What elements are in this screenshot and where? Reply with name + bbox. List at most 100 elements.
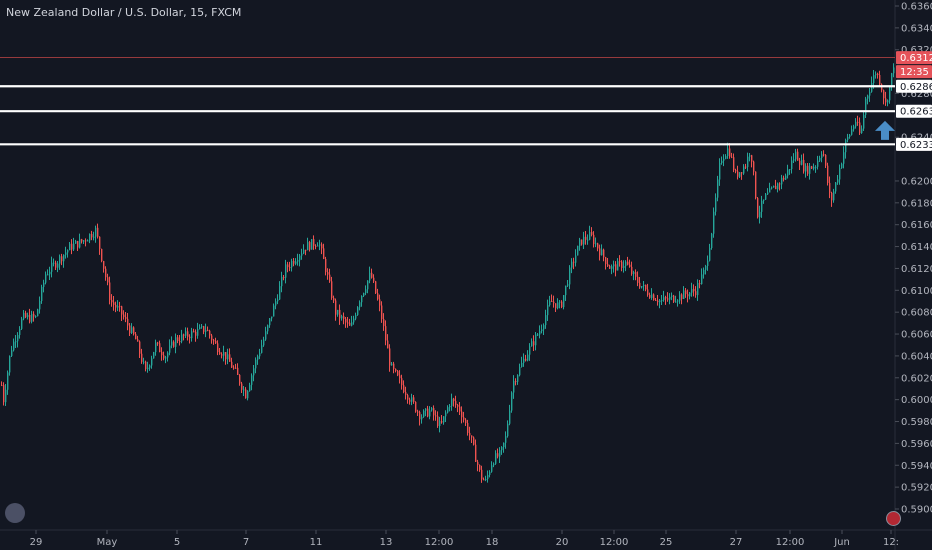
chart-settings-icon[interactable] (886, 511, 901, 526)
candle-body (57, 263, 59, 268)
candle-body (429, 410, 431, 417)
candle-body (561, 301, 563, 308)
x-tick-label: 11 (310, 537, 323, 548)
candle-body (747, 156, 749, 168)
candle-body (145, 361, 147, 370)
candle-body (667, 298, 669, 300)
candle-body (593, 234, 595, 245)
candle-body (657, 300, 659, 303)
candle-body (739, 172, 741, 177)
candle-body (171, 341, 173, 346)
candle-body (685, 290, 687, 295)
candle-body (71, 243, 73, 250)
candle-body (665, 297, 667, 299)
candle-body (141, 353, 143, 362)
candle-body (415, 401, 417, 412)
candle-body (571, 261, 573, 268)
candle-body (165, 357, 167, 359)
candle-body (615, 264, 617, 271)
candle-body (871, 83, 873, 92)
candle-body (391, 363, 393, 366)
candle-body (175, 337, 177, 347)
candle-body (855, 121, 857, 127)
candle-body (679, 294, 681, 301)
candle-body (205, 330, 207, 332)
x-tick-label: 12:00 (600, 537, 629, 548)
candle-body (421, 416, 423, 420)
candle-body (93, 236, 95, 238)
candle-body (763, 199, 765, 201)
candle-body (101, 249, 103, 262)
candle-body (45, 274, 47, 283)
candle-body (327, 272, 329, 275)
candle-body (215, 341, 217, 344)
candle-body (509, 410, 511, 424)
candle-body (613, 264, 615, 267)
candle-body (291, 260, 293, 268)
candle-body (481, 469, 483, 480)
candle-body (107, 277, 109, 283)
candle-body (519, 366, 521, 376)
candle-body (377, 293, 379, 300)
candle-body (123, 314, 125, 318)
y-tick-label: 0.61200 (901, 264, 932, 275)
candle-body (579, 239, 581, 246)
candle-body (861, 128, 863, 134)
candle-body (595, 243, 597, 245)
candle-body (307, 242, 309, 251)
candle-body (39, 301, 41, 310)
candle-body (545, 315, 547, 326)
y-tick-label: 0.59600 (901, 439, 932, 450)
candle-body (269, 318, 271, 326)
y-tick-label: 0.59800 (901, 417, 932, 428)
candle-body (505, 436, 507, 443)
candle-body (381, 305, 383, 320)
candle-body (129, 325, 131, 333)
candle-body (349, 322, 351, 326)
y-tick-label: 0.63200 (901, 45, 932, 56)
candle-body (19, 328, 21, 336)
candle-body (251, 375, 253, 385)
candle-body (383, 319, 385, 327)
candle-body (513, 381, 515, 393)
candle-body (525, 358, 527, 361)
candle-body (795, 151, 797, 160)
y-tick-label: 0.62800 (901, 89, 932, 100)
candle-body (645, 284, 647, 290)
candle-body (801, 159, 803, 165)
candle-body (745, 166, 747, 168)
y-tick-label: 0.59000 (901, 505, 932, 516)
candle-body (211, 335, 213, 341)
candle-body (629, 264, 631, 267)
candle-body (675, 301, 677, 303)
tradingview-logo-icon[interactable] (5, 503, 25, 523)
candle-body (331, 281, 333, 298)
candle-body (507, 423, 509, 437)
candle-body (299, 255, 301, 261)
candle-body (521, 362, 523, 367)
candle-body (589, 232, 591, 240)
candle-body (303, 249, 305, 254)
candle-body (359, 302, 361, 308)
candle-body (437, 416, 439, 427)
candle-body (473, 437, 475, 445)
candle-body (79, 239, 81, 248)
candle-body (557, 302, 559, 309)
candle-body (829, 182, 831, 193)
candle-body (431, 408, 433, 411)
candle-body (659, 300, 661, 303)
candle-body (265, 331, 267, 340)
candle-body (627, 261, 629, 265)
candle-body (865, 98, 867, 115)
candle-body (751, 155, 753, 162)
candle-body (703, 269, 705, 275)
candle-body (237, 367, 239, 375)
candle-body (789, 169, 791, 171)
candle-body (573, 261, 575, 263)
candle-body (253, 368, 255, 376)
candle-body (161, 352, 163, 356)
candle-body (13, 341, 15, 351)
candle-body (59, 256, 61, 264)
